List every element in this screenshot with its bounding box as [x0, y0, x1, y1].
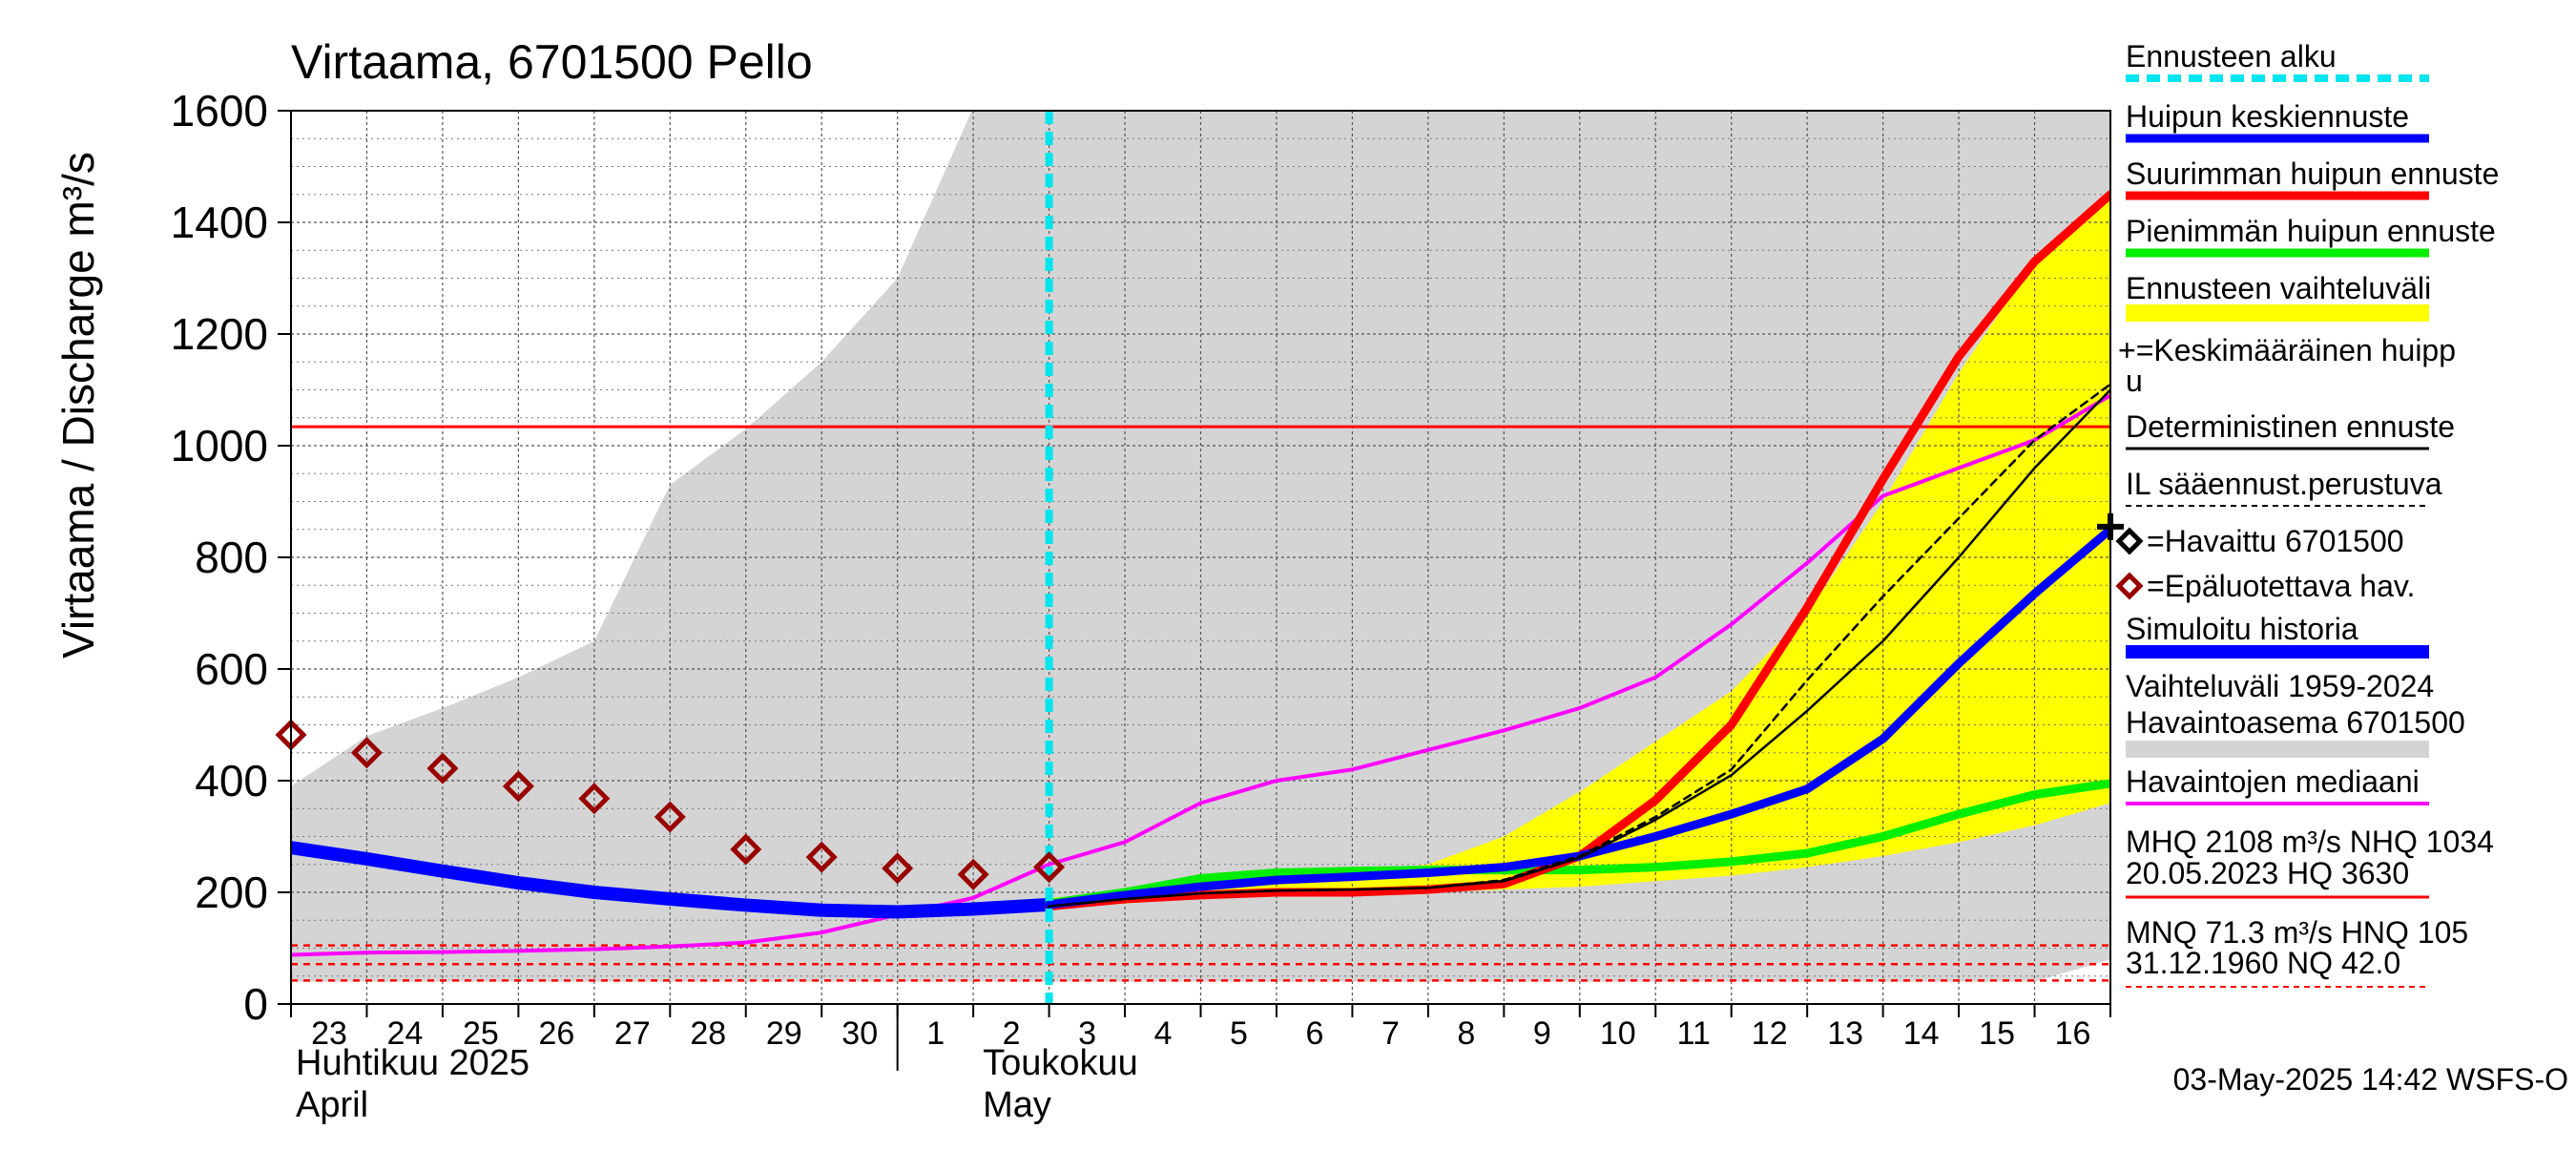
legend-item-start: Ennusteen alku [2126, 39, 2429, 82]
legend-item-sim: Simuloitu historia [2126, 612, 2429, 659]
legend-label-line2: 31.12.1960 NQ 42.0 [2126, 946, 2400, 980]
month-label-en: April [296, 1085, 368, 1125]
x-tick-label: 25 [463, 1015, 499, 1052]
legend-label: =Epäluotettava hav. [2147, 569, 2415, 603]
forecast-range-band [1049, 199, 2110, 910]
x-tick-label: 15 [1979, 1015, 2015, 1052]
legend-label: Ennusteen vaihteluväli [2126, 271, 2431, 305]
legend-label-line2: u [2126, 364, 2143, 398]
x-tick-label: 27 [614, 1015, 651, 1052]
legend-label: Havaintojen mediaani [2126, 764, 2420, 799]
series-line [1048, 383, 2110, 908]
observed-point-marker [1033, 851, 1066, 884]
timestamp: 03-May-2025 14:42 WSFS-O [2173, 1062, 2568, 1097]
observed-point-marker [502, 770, 534, 803]
legend-item-range: Ennusteen vaihteluväli [2126, 271, 2431, 322]
legend-label: IL sääennust.perustuva [2126, 467, 2442, 501]
x-tick-label: 4 [1154, 1015, 1173, 1052]
legend-label: +=Keskimääräinen huipp [2118, 333, 2456, 367]
legend-diamond-marker [2115, 572, 2144, 600]
x-tick-label: 16 [2055, 1015, 2091, 1052]
legend-item-median: Havaintojen mediaani [2126, 764, 2429, 805]
observed-point-marker [426, 752, 459, 784]
x-tick-label: 11 [1677, 1015, 1711, 1052]
legend-label: Huipun keskiennuste [2126, 99, 2409, 134]
legend-label: Suurimman huipun ennuste [2126, 157, 2499, 191]
y-tick-label: 400 [195, 756, 268, 805]
x-tick-label: 29 [766, 1015, 802, 1052]
observed-point-marker [805, 841, 838, 873]
x-tick-label: 1 [926, 1015, 945, 1052]
x-tick-label: 26 [538, 1015, 574, 1052]
legend-item-obs: =Havaittu 6701500 [2115, 524, 2404, 558]
y-axis-label: Virtaama / Discharge m³/s [53, 152, 103, 659]
x-tick-label: 12 [1752, 1015, 1788, 1052]
legend-diamond-marker [2115, 527, 2144, 555]
x-tick-label: 3 [1078, 1015, 1096, 1052]
legend: Ennusteen alku Huipun keskiennuste Suurimm… [2115, 39, 2499, 988]
legend-label-line2: Havaintoasema 6701500 [2126, 705, 2465, 740]
legend-item-mean: Huipun keskiennuste [2126, 99, 2429, 143]
observed-point-marker [578, 783, 611, 815]
legend-label-line2: 20.05.2023 HQ 3630 [2126, 856, 2409, 890]
x-tick-label: 14 [1903, 1015, 1940, 1052]
observed-point-marker [654, 801, 686, 833]
y-tick-label: 600 [195, 644, 268, 694]
legend-item-hist: Vaihteluväli 1959-2024 Havaintoasema 670… [2126, 669, 2465, 758]
observed-point-marker [882, 852, 914, 885]
series-line [291, 393, 2110, 957]
legend-item-unrel: =Epäluotettava hav. [2115, 569, 2415, 603]
y-tick-label: 1200 [171, 309, 268, 359]
x-tick-label: 24 [387, 1015, 424, 1052]
y-tick-label: 200 [195, 868, 268, 917]
legend-label: Pienimmän huipun ennuste [2126, 214, 2496, 248]
legend-item-det: Deterministinen ennuste [2126, 409, 2455, 450]
x-tick-label: 28 [690, 1015, 726, 1052]
x-tick-label: 23 [311, 1015, 347, 1052]
legend-label: Ennusteen alku [2126, 39, 2337, 73]
y-tick-label: 0 [243, 979, 268, 1029]
series-line [291, 841, 1056, 919]
x-tick-label: 6 [1305, 1015, 1323, 1052]
legend-label: =Havaittu 6701500 [2147, 524, 2404, 558]
legend-label: Deterministinen ennuste [2126, 409, 2455, 444]
plot-area [275, 111, 2124, 1004]
x-tick-label: 30 [841, 1015, 878, 1052]
y-tick-label: 1400 [171, 198, 268, 247]
y-tick-label: 1600 [171, 86, 268, 136]
x-tick-label: 8 [1457, 1015, 1475, 1052]
month-label-fi: Toukokuu [983, 1043, 1138, 1083]
x-tick-label: 5 [1230, 1015, 1248, 1052]
x-tick-label: 7 [1381, 1015, 1400, 1052]
legend-label: MNQ 71.3 m³/s HNQ 105 [2126, 915, 2468, 950]
legend-label: Vaihteluväli 1959-2024 [2126, 669, 2434, 703]
x-tick-label: 13 [1827, 1015, 1863, 1052]
series-line [1045, 779, 2110, 909]
chart-title: Virtaama, 6701500 Pello [291, 35, 813, 89]
observed-point-marker [730, 833, 762, 866]
legend-item-min: Pienimmän huipun ennuste [2126, 214, 2496, 258]
x-tick-label: 2 [1003, 1015, 1021, 1052]
legend-item-max: Suurimman huipun ennuste [2126, 157, 2499, 200]
month-label-fi: Huhtikuu 2025 [296, 1043, 530, 1083]
x-tick-label: 9 [1533, 1015, 1551, 1052]
legend-label: Simuloitu historia [2126, 612, 2358, 646]
y-tick-label: 1000 [171, 421, 268, 470]
x-tick-label: 10 [1600, 1015, 1636, 1052]
y-tick-label: 800 [195, 533, 268, 582]
observed-point-marker [350, 737, 383, 769]
observed-point-marker [957, 858, 989, 890]
legend-item-il: IL sääennust.perustuva [2126, 467, 2442, 507]
legend-label: MHQ 2108 m³/s NHQ 1034 [2126, 825, 2494, 859]
month-label-en: May [983, 1085, 1051, 1125]
